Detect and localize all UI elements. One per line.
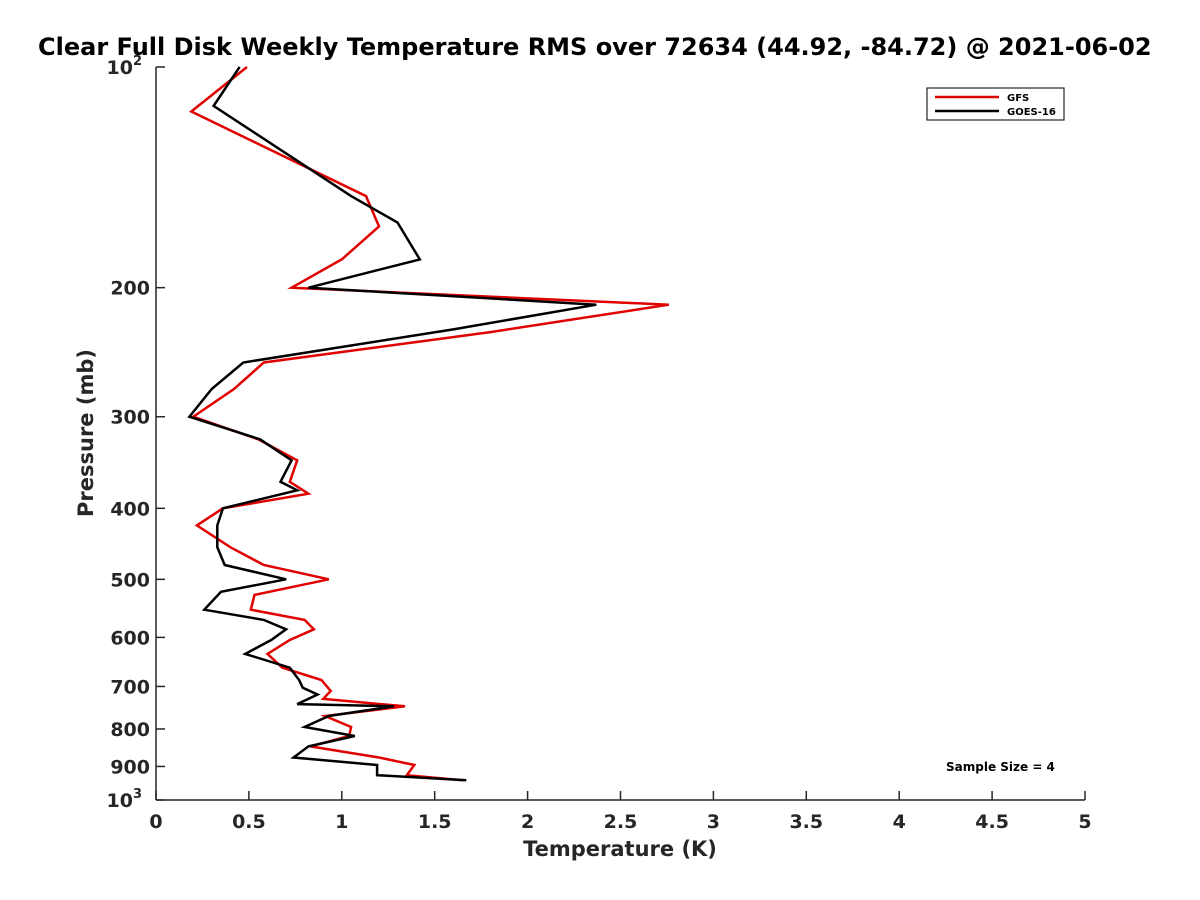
x-axis-ticks: 0 0.5 1 1.5 2 2.5 3 3.5 4 4.5 5 bbox=[149, 791, 1092, 833]
legend-entry: GFS bbox=[1007, 93, 1029, 104]
y-axis-label: Pressure (mb) bbox=[74, 349, 98, 517]
x-tick-label: 5 bbox=[1078, 811, 1091, 833]
legend-entry: GOES-16 bbox=[1007, 107, 1056, 118]
axes bbox=[155, 67, 1085, 801]
series-line-goes-16 bbox=[187, 66, 597, 782]
y-tick-label: 900 bbox=[110, 756, 150, 778]
x-tick-label: 3 bbox=[707, 811, 720, 833]
x-tick-label: 2 bbox=[521, 811, 534, 833]
legend-box bbox=[926, 87, 1065, 121]
y-axis-ticks: 102 200 300 400 500 600 700 800 900 103 bbox=[107, 54, 165, 812]
x-tick-label: 4 bbox=[893, 811, 906, 833]
x-tick-label: 0 bbox=[149, 811, 162, 833]
y-tick-label: 400 bbox=[110, 498, 150, 520]
y-tick-label: 300 bbox=[110, 407, 150, 429]
x-tick-label: 4.5 bbox=[975, 811, 1009, 833]
x-tick-label: 3.5 bbox=[789, 811, 823, 833]
x-tick-label: 1 bbox=[335, 811, 348, 833]
legend: GFS GOES-16 bbox=[926, 87, 1065, 121]
series-line-gfs bbox=[188, 66, 669, 782]
x-tick-label: 1.5 bbox=[418, 811, 452, 833]
y-tick-label: 700 bbox=[110, 676, 150, 698]
y-tick-label: 500 bbox=[110, 569, 150, 591]
series-lines bbox=[187, 66, 669, 782]
x-axis-label: Temperature (K) bbox=[523, 837, 717, 861]
y-tick-label: 200 bbox=[110, 278, 150, 300]
y-tick-label: 102 bbox=[107, 54, 143, 79]
x-tick-label: 0.5 bbox=[232, 811, 266, 833]
x-tick-label: 2.5 bbox=[604, 811, 638, 833]
chart-title: Clear Full Disk Weekly Temperature RMS o… bbox=[38, 33, 1152, 61]
y-tick-label: 103 bbox=[107, 787, 143, 812]
y-tick-label: 600 bbox=[110, 627, 150, 649]
sample-size-annotation: Sample Size = 4 bbox=[946, 760, 1055, 774]
y-tick-label: 800 bbox=[110, 719, 150, 741]
